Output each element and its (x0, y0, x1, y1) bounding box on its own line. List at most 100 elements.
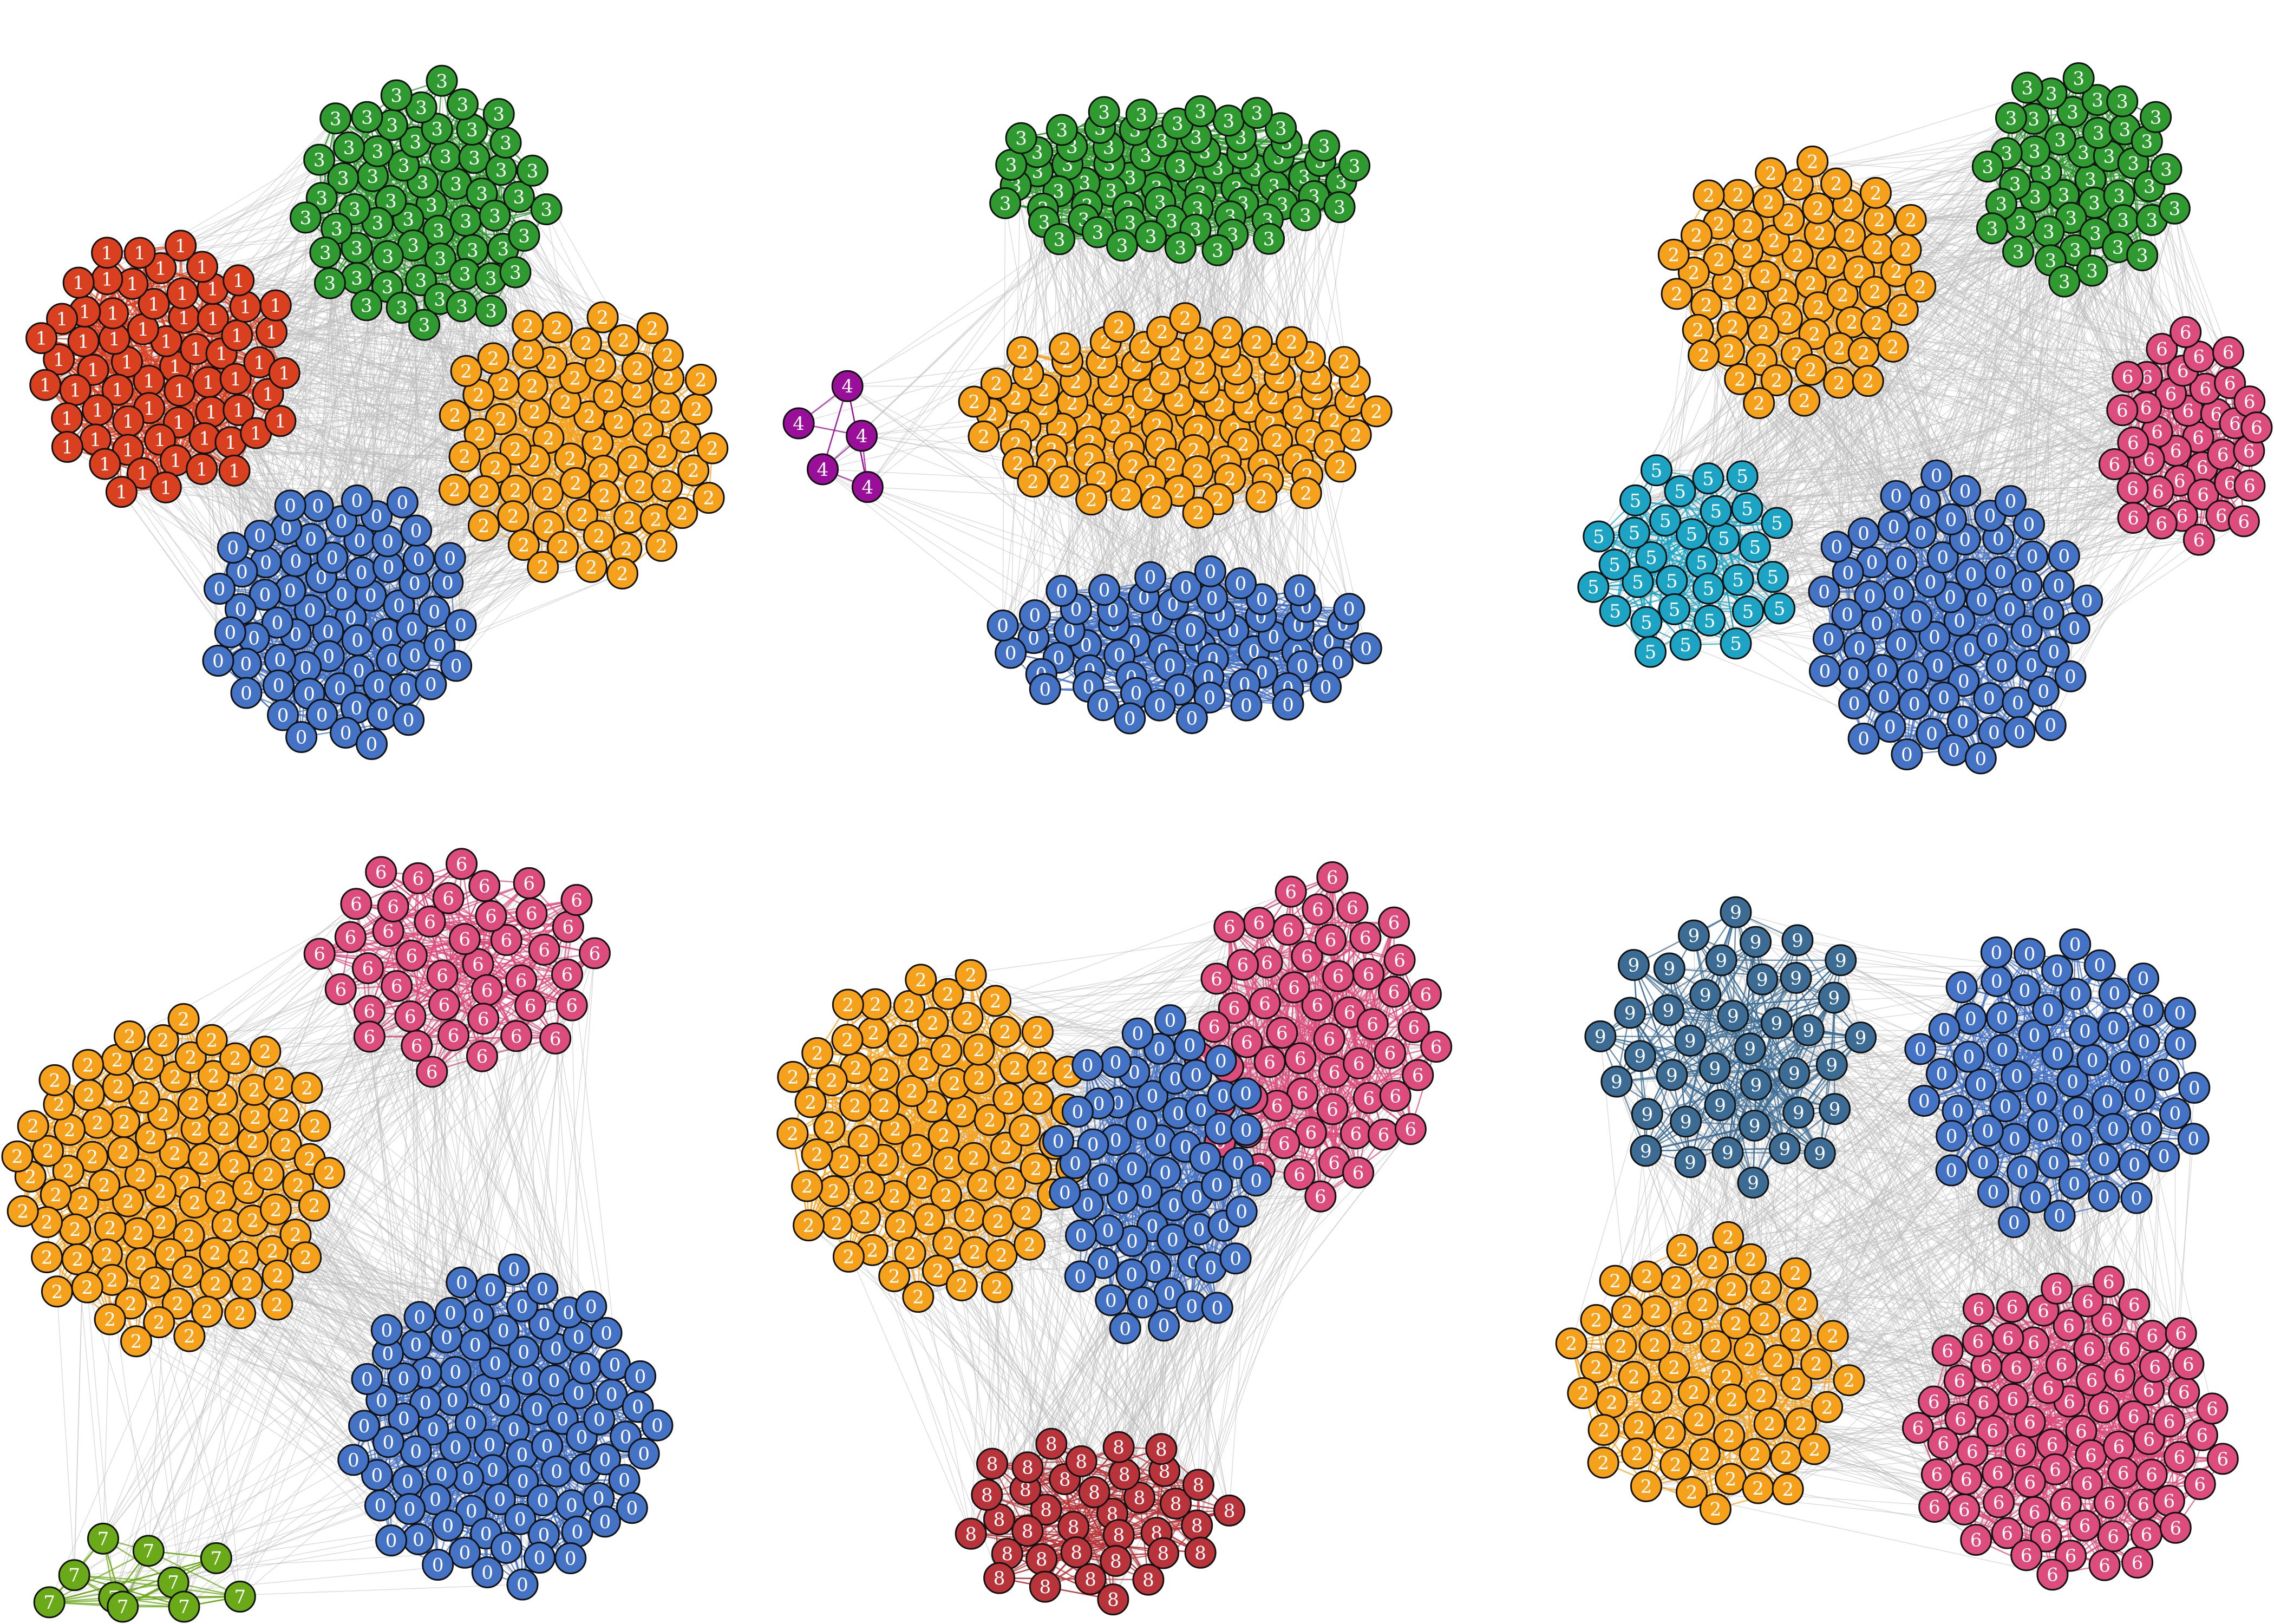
node-label: 3 (436, 70, 448, 92)
node-label: 1 (239, 297, 251, 318)
community-3-node: 3 (530, 193, 563, 226)
node-label: 2 (546, 352, 558, 374)
node-label: 3 (343, 137, 355, 159)
node-label: 1 (199, 428, 211, 450)
node-label: 2 (543, 428, 554, 449)
community-1-node: 1 (112, 405, 145, 437)
node-label: 2 (537, 556, 549, 578)
node-label: 0 (434, 635, 446, 657)
community-1-node: 1 (264, 405, 297, 437)
community-3-node: 3 (458, 142, 491, 174)
node-label: 0 (354, 530, 365, 552)
community-0-node: 0 (440, 650, 473, 682)
community-0-node: 0 (217, 532, 249, 564)
node-label: 1 (253, 352, 265, 374)
node-label: 2 (529, 402, 541, 423)
community-1-node: 1 (221, 319, 253, 352)
community-2-node: 2 (439, 399, 471, 431)
node-label: 0 (248, 628, 260, 650)
node-label: 0 (450, 656, 462, 677)
community-2-node: 2 (621, 352, 654, 384)
node-label: 3 (300, 207, 312, 229)
node-label: 0 (240, 653, 252, 675)
node-label: 3 (431, 119, 443, 140)
node-label: 0 (403, 710, 415, 731)
node-label: 2 (599, 485, 611, 507)
community-2-node: 2 (593, 380, 625, 412)
community-0-node: 0 (202, 644, 234, 677)
node-label: 3 (433, 220, 445, 242)
node-label: 1 (40, 375, 51, 396)
node-label: 3 (513, 187, 525, 208)
node-label: 3 (386, 115, 398, 136)
node-label: 0 (326, 547, 338, 569)
node-label: 2 (620, 539, 632, 560)
node-label: 0 (284, 580, 296, 602)
node-label: 1 (112, 379, 123, 401)
node-label: 1 (73, 272, 84, 294)
node-label: 3 (349, 199, 361, 221)
node-label: 2 (564, 448, 576, 470)
node-label: 0 (425, 674, 437, 696)
node-label: 0 (366, 734, 378, 755)
node-label: 1 (99, 454, 111, 475)
node-label: 3 (351, 268, 363, 290)
community-2-node: 2 (540, 311, 573, 344)
node-label: 3 (456, 296, 468, 318)
community-2-node: 2 (696, 432, 729, 464)
node-label: 1 (148, 293, 160, 315)
node-label: 3 (489, 205, 501, 227)
node-label: 3 (367, 166, 379, 187)
node-label: 1 (228, 460, 240, 482)
node-label: 3 (415, 270, 427, 292)
community-3-node: 3 (485, 154, 518, 186)
node-label: 1 (61, 408, 73, 430)
node-label: 3 (509, 262, 521, 284)
community-2-node: 2 (624, 470, 657, 503)
node-label: 0 (212, 650, 224, 672)
node-label: 2 (691, 399, 703, 421)
node-label: 0 (455, 615, 467, 637)
community-1-node: 1 (51, 431, 83, 463)
node-label: 3 (493, 104, 505, 126)
node-label: 1 (90, 429, 102, 451)
node-label: 0 (409, 573, 421, 595)
node-label: 2 (679, 427, 691, 448)
community-3-node: 3 (446, 88, 479, 121)
node-label: 1 (77, 331, 89, 352)
community-0-node: 0 (400, 514, 433, 547)
community-0-node: 0 (214, 616, 246, 649)
node-label: 3 (390, 85, 402, 107)
community-2-node: 2 (477, 342, 509, 375)
node-label: 1 (230, 369, 241, 390)
node-label: 2 (618, 330, 630, 351)
node-label: 0 (336, 511, 348, 533)
node-label: 0 (235, 599, 247, 620)
node-label: 0 (373, 676, 385, 697)
community-2-node: 2 (467, 509, 500, 542)
community-3-node: 3 (449, 205, 482, 237)
node-label: 3 (467, 240, 479, 261)
node-label: 3 (415, 97, 427, 119)
node-label: 4 (856, 425, 868, 447)
community-2-node: 2 (639, 503, 672, 536)
node-label: 2 (663, 368, 675, 390)
node-label: 1 (207, 308, 219, 330)
node-label: 0 (316, 704, 328, 726)
node-label: 0 (254, 526, 266, 547)
community-1-node: 1 (164, 375, 196, 407)
node-label: 1 (250, 423, 262, 444)
node-label: 2 (495, 409, 507, 430)
community-3-node: 3 (333, 131, 365, 163)
node-label: 2 (551, 317, 563, 339)
node-label: 0 (444, 548, 456, 569)
community-1-node: 1 (91, 237, 123, 269)
node-label: 2 (585, 556, 597, 578)
node-label: 2 (459, 446, 471, 468)
node-label: 3 (426, 194, 437, 216)
node-label: 3 (372, 213, 384, 234)
community-1-node: 1 (149, 471, 182, 503)
node-label: 2 (522, 343, 534, 364)
